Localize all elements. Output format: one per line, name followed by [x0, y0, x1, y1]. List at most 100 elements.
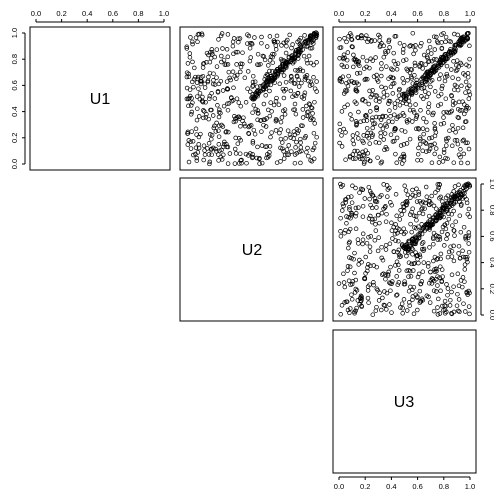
- scatter-point: [424, 119, 429, 125]
- scatter-point: [453, 130, 458, 135]
- scatter-point: [354, 88, 359, 93]
- scatter-point: [442, 78, 448, 84]
- panel-frame-u2: [179, 177, 324, 322]
- scatter-point: [410, 192, 416, 198]
- scatter-point: [369, 118, 375, 123]
- tick-label: 0.0: [334, 482, 344, 491]
- scatter-point: [209, 50, 215, 55]
- scatter-point: [372, 121, 378, 126]
- tick-label: 0.2: [56, 9, 66, 18]
- scatter-point: [242, 75, 248, 81]
- scatter-point: [399, 301, 405, 306]
- scatter-point: [284, 147, 290, 152]
- scatter-point: [419, 241, 425, 246]
- scatter-point: [354, 305, 359, 311]
- scatter-point: [354, 121, 359, 126]
- scatter-point: [194, 155, 200, 161]
- scatter-point: [418, 44, 423, 49]
- scatter-point: [407, 102, 413, 108]
- scatter-point: [268, 100, 273, 105]
- scatter-point: [393, 151, 398, 157]
- scatter-point: [196, 142, 201, 147]
- scatter-point: [344, 214, 349, 219]
- scatter-point: [398, 305, 403, 310]
- scatter-point: [401, 158, 407, 163]
- tick-label: 0.8: [133, 9, 143, 18]
- scatter-point: [204, 50, 210, 56]
- scatter-point: [386, 119, 391, 124]
- scatter-point: [221, 142, 227, 147]
- scatter-point: [424, 194, 430, 200]
- scatter-point: [311, 156, 317, 162]
- scatter-point: [450, 143, 455, 149]
- scatter-point: [220, 88, 226, 93]
- scatter-point: [231, 51, 236, 57]
- scatter-point: [386, 101, 391, 106]
- scatter-point: [410, 187, 415, 193]
- scatter-point: [374, 77, 380, 82]
- scatter-point: [424, 82, 429, 87]
- scatter-point: [348, 112, 353, 117]
- scatter-point: [349, 211, 355, 217]
- scatter-point: [289, 54, 294, 59]
- scatter-point: [281, 88, 287, 94]
- scatter-point: [357, 70, 363, 76]
- scatter-point: [337, 128, 343, 133]
- scatter-point: [414, 126, 419, 132]
- scatter-point: [252, 131, 258, 137]
- scatter-point: [250, 84, 255, 89]
- scatter-point: [196, 114, 202, 119]
- scatter-point: [299, 42, 304, 48]
- tick-label: 0.4: [488, 257, 494, 267]
- scatter-point: [403, 188, 409, 193]
- scatter-point: [338, 181, 343, 187]
- scatter-point: [446, 216, 452, 222]
- scatter-point: [441, 150, 447, 155]
- scatter-point: [380, 126, 386, 131]
- scatter-point: [366, 234, 371, 240]
- scatter-point: [235, 49, 240, 55]
- scatter-point: [252, 79, 258, 84]
- scatter-point: [432, 151, 437, 157]
- scatter-point: [196, 145, 202, 151]
- scatter-point: [259, 129, 264, 134]
- scatter-point: [461, 37, 466, 43]
- scatter-point: [421, 139, 426, 144]
- scatter-point: [445, 232, 450, 237]
- scatter-point: [232, 116, 238, 122]
- scatter-point: [261, 54, 267, 59]
- scatter-point: [439, 32, 444, 37]
- scatter-point: [449, 248, 455, 254]
- scatter-point: [425, 72, 430, 78]
- scatter-point: [195, 74, 201, 80]
- scatter-point: [429, 51, 434, 56]
- scatter-point: [273, 118, 279, 124]
- scatter-point: [431, 236, 436, 242]
- scatter-point: [436, 160, 442, 165]
- scatter-point: [344, 88, 350, 93]
- scatter-point: [211, 78, 216, 83]
- scatter-point: [395, 61, 401, 66]
- scatter-point: [377, 290, 382, 296]
- scatter-point: [204, 112, 209, 117]
- scatter-point: [393, 192, 399, 197]
- scatter-point: [387, 185, 392, 191]
- scatter-point: [354, 123, 359, 128]
- scatter-point: [245, 86, 250, 91]
- scatter-point: [295, 56, 301, 61]
- scatter-point: [421, 116, 426, 121]
- scatter-point: [244, 160, 249, 166]
- scatter-point: [307, 36, 313, 41]
- scatter-point: [426, 260, 431, 266]
- scatter-point: [297, 66, 303, 71]
- scatter-point: [403, 96, 409, 102]
- scatter-point: [454, 303, 460, 308]
- scatter-point: [312, 99, 317, 105]
- scatter-point: [227, 151, 233, 156]
- scatter-point: [465, 259, 470, 265]
- scatter-point: [392, 126, 398, 132]
- scatter-point: [363, 76, 369, 82]
- scatter-point: [216, 109, 222, 115]
- scatter-point: [448, 110, 453, 115]
